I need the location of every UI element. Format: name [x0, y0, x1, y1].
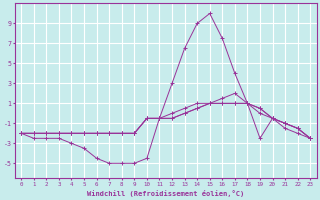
X-axis label: Windchill (Refroidissement éolien,°C): Windchill (Refroidissement éolien,°C)	[87, 190, 244, 197]
